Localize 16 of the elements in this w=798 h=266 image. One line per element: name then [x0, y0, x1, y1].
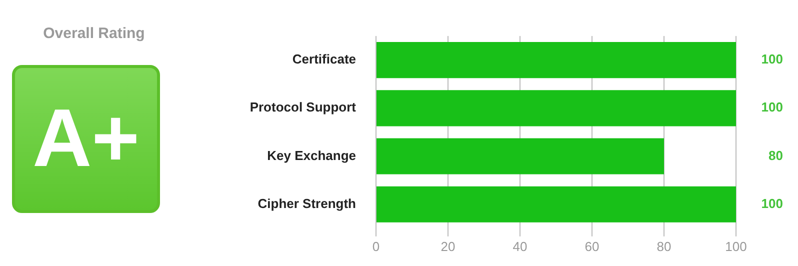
y-tick-label: Cipher Strength: [258, 196, 356, 211]
x-tick-label: 20: [440, 238, 456, 254]
data-label: 100: [761, 100, 783, 115]
x-tick-label: 60: [584, 238, 600, 254]
data-label: 100: [761, 196, 783, 211]
data-label: 100: [761, 52, 783, 67]
data-label: 80: [768, 148, 783, 163]
text: A+: [32, 93, 140, 184]
x-tick-label: 40: [512, 238, 528, 254]
y-tick-label: Protocol Support: [250, 100, 357, 115]
y-tick-label: Key Exchange: [267, 148, 356, 163]
x-tick-label: 80: [656, 238, 672, 254]
text: Overall Rating: [42, 25, 146, 42]
x-tick-label: 0: [372, 238, 380, 254]
x-tick-label: 100: [725, 238, 747, 254]
y-tick-label: Certificate: [292, 52, 356, 67]
